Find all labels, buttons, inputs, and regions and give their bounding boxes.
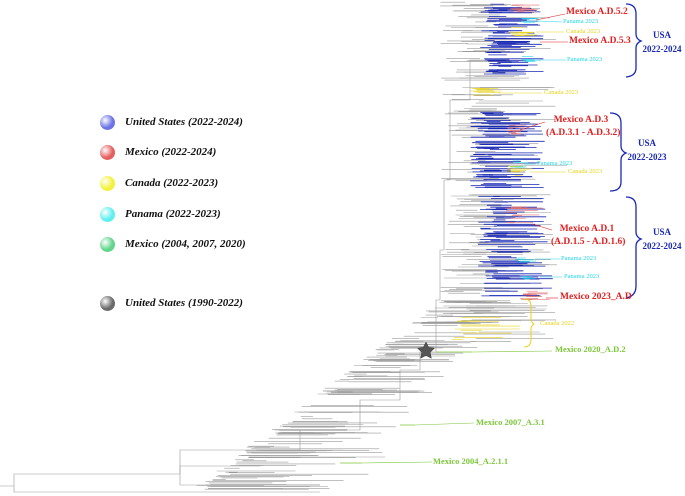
label-mexico-2023-ad: Mexico 2023_A.D xyxy=(560,292,632,302)
usa-label-bottom-years: 2022-2024 xyxy=(642,241,682,252)
legend-label-usa-historic: United States (1990-2022) xyxy=(125,297,243,309)
pointer-2007-a31 xyxy=(414,422,475,426)
canada-bracket xyxy=(523,298,535,348)
label-mexico-2020-ad2: Mexico 2020_A.D.2 xyxy=(555,344,626,354)
legend-item-mexico-historic: Mexico (2004, 2007, 2020) xyxy=(100,234,246,254)
legend-dot-usa-recent xyxy=(100,114,115,130)
root-branch xyxy=(0,473,320,493)
mexico-historic-branches xyxy=(340,351,472,464)
pointer-ad3 xyxy=(519,121,546,131)
legend-label-panama: Panama (2022-2023) xyxy=(125,208,221,220)
usa-label-top: USA 2022-2024 xyxy=(640,30,684,55)
legend-dot-mexico-historic xyxy=(100,236,115,252)
usa-label-top-country: USA xyxy=(652,30,671,40)
legend-item-usa-historic: United States (1990-2022) xyxy=(100,293,243,313)
label-panama-low2: Panama 2023 xyxy=(564,273,600,280)
usa-label-middle-years: 2022-2023 xyxy=(627,152,667,163)
usa-label-middle: USA 2022-2023 xyxy=(625,138,669,163)
usa-bracket-middle xyxy=(609,112,628,192)
root-star-icon xyxy=(416,341,436,359)
mexico-recent-branches xyxy=(505,4,550,300)
label-canada-mid2: Canada 2023 xyxy=(568,168,603,175)
pointer-ad52 xyxy=(535,13,566,21)
legend-item-usa-recent: United States (2022-2024) xyxy=(100,112,243,132)
legend-dot-usa-historic xyxy=(100,295,115,311)
usa-brackets xyxy=(609,3,643,299)
label-mexico-ad1-name: Mexico A.D.1 xyxy=(559,224,615,234)
yellow-bracket xyxy=(523,298,535,348)
legend-label-usa-recent: United States (2022-2024) xyxy=(125,116,243,128)
label-mexico-ad1: Mexico A.D.1 (A.D.1.5 - A.D.1.6) xyxy=(551,224,626,248)
mexico-historic-leaf xyxy=(340,351,472,464)
usa-bracket-bottom xyxy=(625,196,643,299)
legend-item-canada: Canada (2022-2023) xyxy=(100,173,218,193)
usa-label-middle-country: USA xyxy=(637,138,656,148)
label-mexico-2007-a31: Mexico 2007_A.3.1 xyxy=(476,417,545,427)
usa-label-top-years: 2022-2024 xyxy=(642,44,682,55)
canada-branches xyxy=(452,27,538,340)
pointer-ad1 xyxy=(531,223,553,231)
label-canada-mid: Canada 2023 xyxy=(544,89,579,96)
legend-dot-mexico-recent xyxy=(100,144,115,160)
label-panama-mid: Panama 2023 xyxy=(537,160,573,167)
legend-label-mexico-historic: Mexico (2004, 2007, 2020) xyxy=(125,238,246,250)
label-canada-top: Canada 2023 xyxy=(566,28,601,35)
label-panama-top1: Panama 2023 xyxy=(563,18,599,25)
label-mexico-ad1-range: (A.D.1.5 - A.D.1.6) xyxy=(551,236,626,247)
legend-label-mexico-recent: Mexico (2022-2024) xyxy=(125,146,217,158)
label-mexico-ad53: Mexico A.D.5.3 xyxy=(569,36,631,46)
legend-dot-canada xyxy=(100,175,115,191)
label-panama-low1: Panama 2023 xyxy=(561,255,597,262)
legend-item-panama: Panama (2022-2023) xyxy=(100,204,221,224)
label-mexico-2004-a211: Mexico 2004_A.2.1.1 xyxy=(433,456,509,466)
pointer-2020-ad2 xyxy=(471,350,553,353)
label-mexico-ad3: Mexico A.D.3 (A.D.3.1 - A.D.3.2) xyxy=(546,115,621,139)
legend-item-mexico-recent: Mexico (2022-2024) xyxy=(100,142,216,162)
legend-dot-panama xyxy=(100,206,115,222)
usa-label-bottom: USA 2022-2024 xyxy=(640,227,684,252)
usa-label-bottom-country: USA xyxy=(652,227,671,237)
panama-branches xyxy=(510,18,541,280)
label-panama-top2: Panama 2023 xyxy=(567,56,603,63)
pointer-2004-a211 xyxy=(361,461,433,464)
label-canada-low: Canada 2022 xyxy=(540,320,575,327)
pointer-panama-top1 xyxy=(537,20,563,23)
label-mexico-ad3-name: Mexico A.D.3 xyxy=(553,115,609,125)
legend-label-canada: Canada (2022-2023) xyxy=(125,177,219,189)
usa-bracket-top xyxy=(625,3,643,78)
label-mexico-ad52: Mexico A.D.5.2 xyxy=(566,7,628,17)
pointer-lines xyxy=(361,13,568,464)
label-mexico-ad3-range: (A.D.3.1 - A.D.3.2) xyxy=(546,127,621,138)
